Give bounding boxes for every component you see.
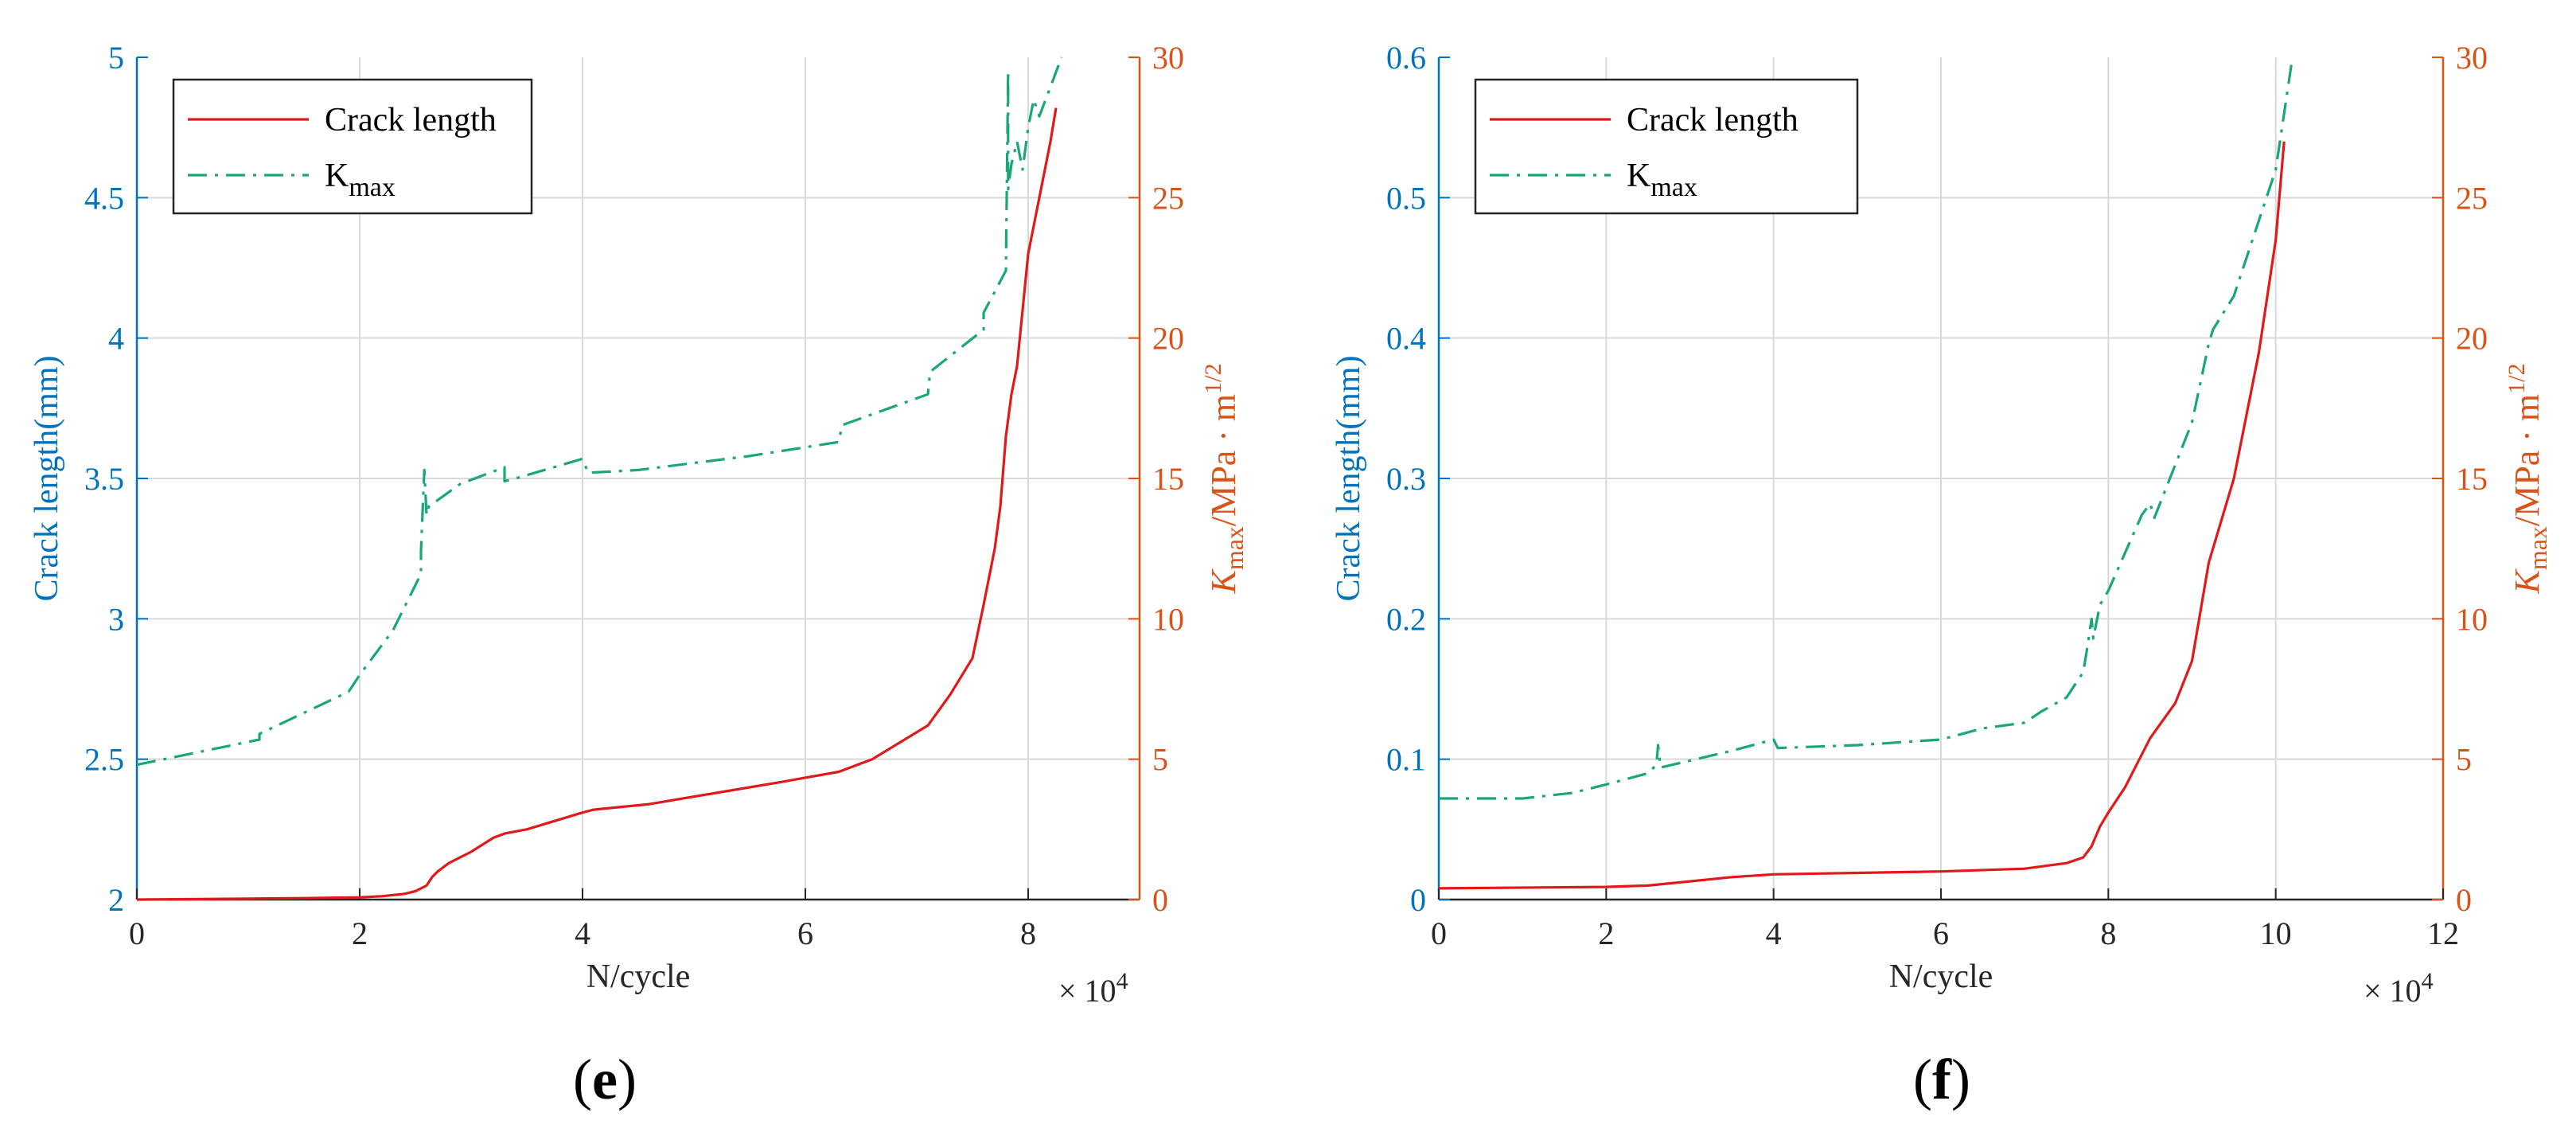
left-y-tick-label: 0 — [1410, 882, 1426, 918]
left-y-tick-label: 0.4 — [1386, 321, 1426, 357]
x-tick-label: 4 — [1766, 915, 1782, 951]
legend-box — [1474, 78, 1859, 215]
left-y-tick-label: 3 — [108, 601, 124, 637]
x-exponent-label: × 104 — [1058, 968, 1128, 1009]
left-y-tick-label: 2 — [108, 882, 124, 918]
left-y-axis-title: Crack length(mm) — [1331, 355, 1367, 601]
right-y-tick-label: 25 — [2456, 180, 2488, 216]
right-y-tick-label: 25 — [1152, 180, 1184, 216]
legend-kmax-label: Kmax — [325, 158, 396, 202]
left-y-tick-label: 2.5 — [84, 742, 124, 778]
x-tick-label: 6 — [797, 915, 813, 951]
left-y-tick-label: 0.5 — [1386, 180, 1426, 216]
right-y-tick-label: 0 — [2456, 882, 2472, 918]
left-y-tick-label: 4 — [108, 321, 124, 357]
right-y-tick-label: 10 — [2456, 601, 2488, 637]
chart-panel-f: 0 2 4 6 8 10 1200.10.20.30.40.50.6051015202530… — [1331, 40, 2552, 1111]
left-y-tick-label: 0.1 — [1386, 742, 1426, 778]
x-tick-label: 8 — [2100, 915, 2116, 951]
right-y-tick-label: 5 — [2456, 742, 2472, 778]
x-tick-label: 2 — [352, 915, 368, 951]
x-tick-label: 12 — [2427, 915, 2459, 951]
x-exponent-label: × 104 — [2364, 968, 2434, 1009]
right-y-axis-title: Kmax/MPa · m1/2 — [1200, 363, 1249, 594]
right-y-tick-label: 5 — [1152, 742, 1168, 778]
legend-crack-label: Crack length — [325, 102, 497, 139]
left-y-tick-label: 0.2 — [1386, 601, 1426, 637]
crack-length-series-line — [136, 107, 1058, 901]
x-tick-label: 6 — [1933, 915, 1949, 951]
x-tick-label: 8 — [1020, 915, 1036, 951]
x-tick-label: 10 — [2260, 915, 2292, 951]
legend-kmax-label: Kmax — [1627, 158, 1697, 202]
left-y-tick-label: 5 — [108, 40, 124, 76]
x-tick-label: 0 — [1431, 915, 1447, 951]
panel-label: (e) — [573, 1048, 637, 1111]
left-y-tick-label: 0.6 — [1386, 40, 1426, 76]
kmax-series-line — [1439, 57, 2294, 800]
left-y-tick-label: 0.3 — [1386, 461, 1426, 497]
x-tick-label: 4 — [575, 915, 590, 951]
left-y-tick-label: 3.5 — [84, 461, 124, 497]
right-y-tick-label: 30 — [2456, 40, 2488, 76]
right-y-tick-label: 30 — [1152, 40, 1184, 76]
left-y-tick-label: 4.5 — [84, 180, 124, 216]
x-tick-label: 0 — [129, 915, 145, 951]
x-tick-label: 2 — [1598, 915, 1614, 951]
right-y-tick-label: 10 — [1152, 601, 1184, 637]
right-y-tick-label: 0 — [1152, 882, 1168, 918]
right-y-axis-title: Kmax/MPa · m1/2 — [2504, 363, 2552, 594]
legend-box — [172, 78, 533, 215]
right-y-tick-label: 15 — [2456, 461, 2488, 497]
crack-length-series-line — [1438, 141, 2286, 890]
panel-label: (f) — [1913, 1048, 1970, 1111]
left-y-axis-title: Crack length(mm) — [29, 355, 65, 601]
x-axis-title: N/cycle — [1889, 958, 1993, 995]
kmax-series-line — [136, 57, 1063, 767]
chart-panel-e: 0 2 4 6 822.533.544.55051015202530N/cycleCra… — [29, 40, 1249, 1111]
x-axis-title: N/cycle — [587, 958, 691, 995]
right-y-tick-label: 15 — [1152, 461, 1184, 497]
legend-crack-label: Crack length — [1627, 102, 1799, 139]
right-y-tick-label: 20 — [1152, 321, 1184, 357]
right-y-tick-label: 20 — [2456, 321, 2488, 357]
